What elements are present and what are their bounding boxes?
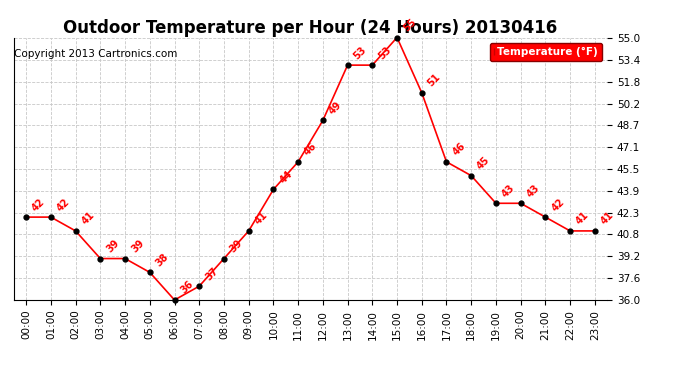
Text: Copyright 2013 Cartronics.com: Copyright 2013 Cartronics.com <box>14 48 177 58</box>
Text: 39: 39 <box>129 238 146 254</box>
Text: 41: 41 <box>80 210 97 227</box>
Text: 46: 46 <box>302 141 319 158</box>
Title: Outdoor Temperature per Hour (24 Hours) 20130416: Outdoor Temperature per Hour (24 Hours) … <box>63 20 558 38</box>
Text: 55: 55 <box>401 17 418 33</box>
Text: 36: 36 <box>179 279 195 296</box>
Text: 51: 51 <box>426 72 442 88</box>
Text: 43: 43 <box>500 183 517 199</box>
Text: 39: 39 <box>228 238 245 254</box>
Text: 42: 42 <box>55 196 72 213</box>
Text: 39: 39 <box>104 238 121 254</box>
Text: 42: 42 <box>549 196 566 213</box>
Text: 46: 46 <box>451 141 467 158</box>
Text: 41: 41 <box>599 210 615 227</box>
Text: 41: 41 <box>253 210 270 227</box>
Text: 42: 42 <box>30 196 47 213</box>
Text: 44: 44 <box>277 169 294 185</box>
Text: 37: 37 <box>204 266 220 282</box>
Text: 53: 53 <box>352 44 368 61</box>
Text: 38: 38 <box>154 252 170 268</box>
Text: 41: 41 <box>574 210 591 227</box>
Legend: Temperature (°F): Temperature (°F) <box>490 43 602 61</box>
Text: 45: 45 <box>475 155 492 171</box>
Text: 53: 53 <box>377 44 393 61</box>
Text: 49: 49 <box>327 100 344 116</box>
Text: 43: 43 <box>525 183 542 199</box>
